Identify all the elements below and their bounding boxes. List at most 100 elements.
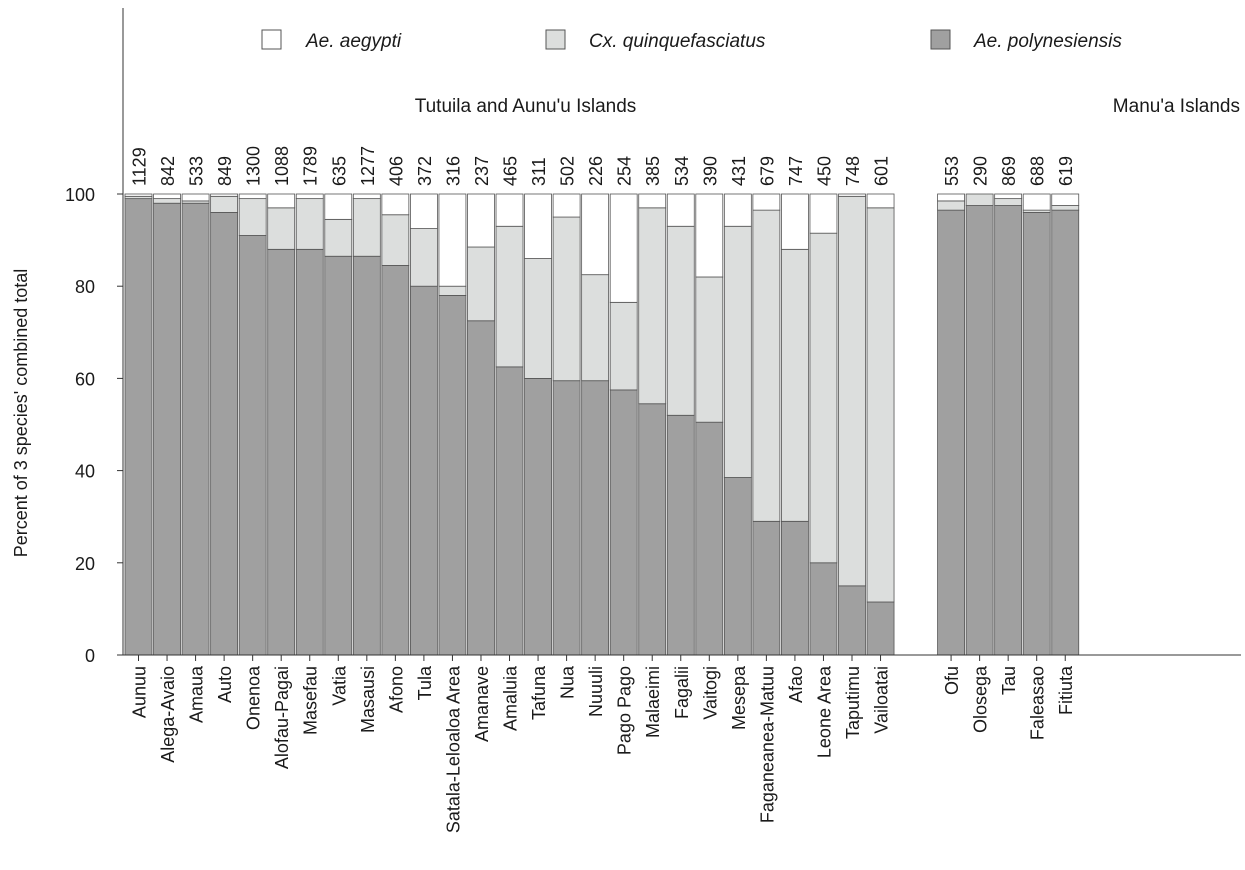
y-tick-label: 100 (65, 185, 95, 205)
bar-segment (1051, 209, 1080, 656)
bar-segment (210, 193, 239, 197)
x-tick-label: Faleasao (1028, 666, 1048, 740)
bar-segment (866, 207, 895, 603)
x-tick-label: Fitiuta (1056, 665, 1076, 715)
bar-segment (1051, 205, 1080, 211)
bar-segment (153, 198, 181, 204)
bar-segment (781, 193, 809, 250)
total-label: 226 (586, 156, 606, 186)
bar-segment (752, 209, 781, 522)
legend-swatch (930, 29, 951, 50)
x-tick-label: Masefau (301, 666, 321, 735)
total-label: 747 (786, 156, 806, 186)
bar-segment (965, 193, 994, 206)
bar-segment (295, 198, 324, 250)
bar-segment (324, 193, 353, 220)
bar-segment (210, 212, 239, 656)
bar-segment (666, 193, 695, 227)
bar-segment (552, 380, 581, 656)
bar-segment (781, 248, 809, 522)
bar-segment (695, 421, 724, 656)
x-tick-label: Nuuuli (586, 666, 606, 717)
bar-segment (210, 195, 239, 213)
bar-segment (994, 198, 1023, 206)
bar-segment (965, 205, 994, 656)
bar-segment (495, 193, 524, 227)
bar-segment (153, 202, 181, 656)
legend-swatch (261, 29, 282, 50)
total-label: 1300 (244, 146, 264, 186)
bar-segment (581, 274, 610, 382)
bar-segment (937, 200, 965, 211)
total-label: 390 (700, 156, 720, 186)
bar-segment (723, 225, 752, 478)
bar-segment (752, 193, 781, 211)
bar-segment (352, 193, 381, 200)
legend: Ae. aegypti Cx. quinquefasciatus Ae. polyn… (261, 29, 1122, 52)
bar-segment (809, 232, 838, 564)
x-tick-label: Aunuu (130, 666, 150, 718)
bar-segment (609, 301, 638, 391)
bar-segment (581, 193, 610, 276)
legend-label: Ae. aegypti (305, 31, 402, 52)
total-label: 679 (757, 156, 777, 186)
x-tick-label: Afono (386, 666, 406, 713)
bar-segment (524, 258, 552, 379)
total-label: 237 (472, 156, 492, 186)
bar-segment (666, 225, 695, 416)
x-tick-label: Pago Pago (615, 666, 635, 755)
bar-segment (752, 520, 781, 656)
bar-segment (809, 193, 838, 234)
bar-segment (467, 246, 495, 322)
total-label: 1129 (130, 147, 150, 186)
bar-segment (524, 377, 552, 656)
x-tick-label: Fagalii (672, 666, 692, 719)
total-label: 406 (386, 156, 406, 186)
legend-label: Cx. quinquefasciatus (589, 31, 766, 52)
bar-segment (381, 193, 410, 216)
bar-segment (438, 193, 467, 287)
x-tick-label: Satala-Leloaloa Area (443, 665, 463, 833)
y-axis-label: Percent of 3 species' combined total (11, 269, 31, 558)
bar-segment (267, 207, 296, 250)
bar-segment (295, 193, 324, 200)
bar-segment (238, 235, 267, 656)
bar-segment (937, 209, 965, 656)
bar-segment (552, 193, 581, 218)
bar-segment (438, 295, 467, 656)
bar-segment (295, 248, 324, 656)
total-label: 385 (643, 156, 663, 186)
total-label: 254 (615, 156, 635, 186)
total-label: 619 (1056, 156, 1076, 186)
legend-label: Ae. polynesiensis (973, 31, 1122, 52)
bar-segment (638, 207, 667, 405)
x-tick-label: Leone Area (814, 665, 834, 758)
bar-segment (381, 214, 410, 266)
bar-segment (409, 193, 438, 229)
total-label: 431 (729, 156, 749, 186)
x-tick-label: Amaluia (501, 665, 521, 731)
bar-segment (638, 403, 667, 656)
bar-segment (866, 193, 895, 209)
x-tick-label: Tula (415, 665, 435, 700)
bar-segment (1051, 193, 1080, 206)
bar-segment (495, 366, 524, 656)
x-tick-label: Vailoatai (872, 666, 892, 734)
x-tick-label: Alega-Avaio (158, 666, 178, 763)
total-label: 1088 (272, 146, 292, 186)
y-tick-label: 20 (75, 554, 95, 574)
bar-segment (181, 193, 210, 202)
bar-segment (409, 228, 438, 287)
bar-segment (124, 193, 153, 197)
bar-segment (467, 320, 495, 656)
total-label: 450 (814, 156, 834, 186)
bar-segment (352, 198, 381, 257)
y-axis: 0 20 40 60 80 100 (65, 8, 124, 666)
bar-segment (524, 193, 552, 259)
y-tick-label: 0 (85, 646, 95, 666)
bar-segment (723, 477, 752, 656)
x-tick-label: Faganeanea-Matuu (757, 666, 777, 823)
x-tick-label: Alofau-Pagai (272, 666, 292, 769)
bar-segment (723, 193, 752, 227)
total-label: 316 (443, 156, 463, 186)
